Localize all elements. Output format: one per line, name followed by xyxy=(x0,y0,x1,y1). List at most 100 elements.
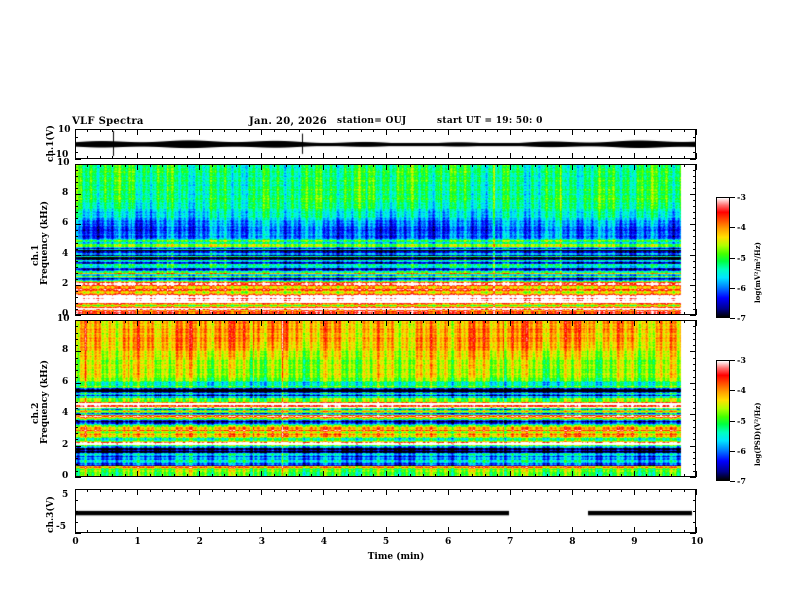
x-tick-t2 xyxy=(286,164,288,167)
ch2-spec-y-tick xyxy=(690,320,696,321)
x-tick-t2 xyxy=(323,164,325,170)
x-tick-t1 xyxy=(484,129,486,132)
colorbar-ch2-tick-label: -6 xyxy=(737,445,746,456)
x-tick-t4 xyxy=(522,489,524,492)
ch2-spec-y-tick xyxy=(75,477,81,478)
x-tick-t3-bot xyxy=(112,474,114,477)
x-tick-t4-bot xyxy=(310,530,312,533)
x-tick-t4-bot xyxy=(261,527,263,533)
x-tick-t3 xyxy=(609,320,611,323)
x-tick-t1-bot xyxy=(559,156,561,159)
x-tick-t2 xyxy=(298,164,300,167)
x-tick-t4 xyxy=(696,489,697,495)
x-tick-t2 xyxy=(261,164,263,170)
ch1-wave-y-tick xyxy=(690,159,696,160)
ch2-spec-y-tick xyxy=(693,433,696,435)
x-tick-t4-bot xyxy=(447,527,449,533)
x-tick-t3 xyxy=(546,320,548,323)
ch1-spec-y-tick xyxy=(693,278,696,280)
x-tick-t2-bot xyxy=(261,309,263,315)
x-tick-t4 xyxy=(174,489,176,492)
ch3-wave-axis-label: ch.3(V) xyxy=(46,496,56,533)
ch1-spec-y-tick xyxy=(693,272,696,274)
x-tick-t1-bot xyxy=(199,153,201,159)
x-tick-t4-bot xyxy=(360,530,362,533)
x-tick-t1-bot xyxy=(161,156,163,159)
x-tick-t2 xyxy=(683,164,685,167)
x-tick-t3 xyxy=(596,320,598,323)
ch2-spec-y-tick xyxy=(693,376,696,378)
x-tick-t1 xyxy=(497,129,499,132)
x-tick-t3-bot xyxy=(310,474,312,477)
ch2-spec-y-tick xyxy=(693,451,696,453)
x-tick-t3 xyxy=(137,320,139,326)
ch2-spec-y-tick xyxy=(75,363,78,365)
x-tick-t3-bot xyxy=(509,471,511,477)
x-tick-t1 xyxy=(211,129,213,132)
colorbar-ch2-tick-label: -5 xyxy=(737,415,746,426)
x-tick-t4-bot xyxy=(298,530,300,533)
x-tick-t1-bot xyxy=(696,153,697,159)
x-tick-t1 xyxy=(112,129,114,132)
x-tick-t1 xyxy=(273,129,275,132)
x-tick-t4 xyxy=(248,489,250,492)
x-tick-t1 xyxy=(683,129,685,132)
x-tick-t3 xyxy=(149,320,151,323)
x-tick-t2 xyxy=(112,164,114,167)
x-tick-t3 xyxy=(335,320,337,323)
ch1-spec-y-tick xyxy=(693,218,696,220)
x-tick-t4 xyxy=(534,489,536,492)
x-tick-t3-bot xyxy=(161,474,163,477)
ch2-spec-y-tick xyxy=(693,389,696,391)
x-tick-t1-bot xyxy=(584,156,586,159)
x-tick-t1-bot xyxy=(224,156,226,159)
x-tick-t4-bot xyxy=(584,530,586,533)
x-tick-t3-bot xyxy=(224,474,226,477)
ch2-spec-y-tick xyxy=(75,464,78,466)
ch1-spec-y-tick xyxy=(693,212,696,214)
x-tick-t4 xyxy=(460,489,462,492)
x-tick-t3-bot xyxy=(286,474,288,477)
x-tick-t2-bot xyxy=(559,312,561,315)
ch1-spec-y-tick xyxy=(693,308,696,310)
ch1-wave-axis-label: ch.1(V) xyxy=(46,125,56,162)
ch1-spec-y-tick-label: 0 xyxy=(62,309,69,319)
x-tick-t3 xyxy=(397,320,399,323)
x-tick-t4-bot xyxy=(497,530,499,533)
x-tick-t3-bot xyxy=(460,474,462,477)
x-tick-t2 xyxy=(348,164,350,167)
ch1-wave-y-tick xyxy=(693,144,696,145)
x-tick-t1 xyxy=(75,129,76,135)
x-tick-t3-bot xyxy=(385,471,387,477)
colorbar-ch1-tick xyxy=(730,318,735,319)
x-tick-t2 xyxy=(236,164,238,167)
ch1-wave-tick-bottom: -10 xyxy=(52,150,69,160)
x-tick-t2-bot xyxy=(75,309,76,315)
ch2-spec-y-tick xyxy=(693,326,696,328)
x-tick-t3 xyxy=(373,320,375,323)
x-tick-t4-bot xyxy=(596,530,598,533)
x-tick-t2 xyxy=(596,164,598,167)
ch1-wave-tick-top: 10 xyxy=(58,125,71,135)
x-tick-t4-bot xyxy=(224,530,226,533)
x-tick-t4-bot xyxy=(435,530,437,533)
ch1-spec-y-tick xyxy=(75,218,78,220)
x-tick-t2 xyxy=(484,164,486,167)
x-tick-t3 xyxy=(199,320,201,326)
x-tick-t3-bot xyxy=(323,471,325,477)
x-tick-t1-bot xyxy=(484,156,486,159)
x-tick-t2 xyxy=(174,164,176,167)
x-tick-t4-bot xyxy=(236,530,238,533)
x-tick-t4 xyxy=(124,489,126,492)
ch2-spectrogram-panel xyxy=(75,320,696,477)
x-tick-t1 xyxy=(397,129,399,132)
ch1-spec-y-tick xyxy=(75,278,78,280)
x-tick-t2-bot xyxy=(546,312,548,315)
x-tick-t2 xyxy=(385,164,387,170)
x-tick-t4-bot xyxy=(149,530,151,533)
ch1-spec-y-tick xyxy=(75,176,78,178)
x-tick-t3 xyxy=(621,320,623,323)
x-tick-t4 xyxy=(186,489,188,492)
ch2-spec-y-tick xyxy=(75,470,78,472)
ch2-spec-y-tick xyxy=(75,351,81,353)
